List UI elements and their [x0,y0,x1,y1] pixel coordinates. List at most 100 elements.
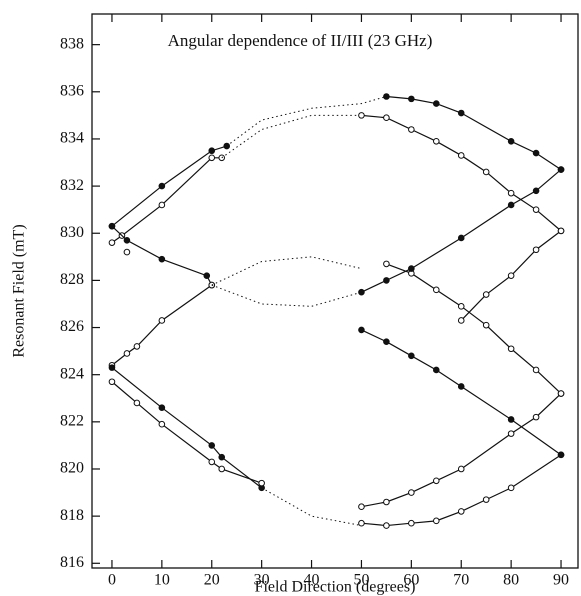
x-tick-label: 80 [503,572,519,589]
data-point [507,430,515,437]
series-line [111,367,263,489]
data-point [507,416,515,423]
data-point [408,489,415,496]
x-tick-label: 40 [304,572,320,589]
data-point [108,364,116,371]
x-tick-label: 70 [453,572,469,589]
data-point [158,255,166,263]
data-point [507,484,515,492]
data-point [158,182,166,190]
data-point [482,291,490,298]
series-line [111,225,213,286]
x-tick-label: 50 [353,572,369,589]
data-point [383,522,390,529]
data-point [108,378,116,386]
y-tick-label: 824 [60,365,84,382]
series-line [361,169,562,293]
data-point [557,390,565,397]
series-line [361,393,562,508]
y-tick-label: 830 [60,224,84,241]
data-point [383,260,390,268]
data-point [123,248,131,256]
plot-frame [91,13,579,569]
data-point [457,465,465,473]
data-point [532,413,540,421]
data-point [408,95,415,103]
data-point [457,234,465,242]
data-point [482,496,490,503]
series-line [361,454,562,527]
data-point [383,277,390,284]
y-tick-label: 820 [60,460,84,477]
data-point [258,479,265,487]
data-point [208,154,216,162]
data-point [507,138,515,145]
data-point [408,519,415,527]
data-point [532,246,540,254]
data-point [383,498,390,506]
y-tick-label: 822 [60,413,84,430]
data-point [358,519,365,527]
data-point [507,201,515,209]
x-axis-label: Field Direction (degrees) [255,579,416,596]
series-line [361,329,562,456]
data-point [208,458,216,466]
data-point [432,100,440,107]
series-line [111,157,222,244]
data-point [108,239,116,246]
data-point [208,147,216,155]
y-tick-label: 836 [60,82,84,99]
data-point [358,112,365,119]
series-line [386,263,562,394]
series-line [361,114,562,232]
data-point [532,149,540,157]
data-point [457,317,465,324]
series-line [211,256,362,286]
data-point [482,321,490,329]
y-tick-label: 834 [60,130,84,147]
data-point [432,138,440,145]
data-point [557,451,565,459]
data-point [457,303,465,310]
data-point [457,508,465,515]
y-tick-label: 818 [60,507,84,524]
data-point [123,350,131,357]
data-point [158,404,166,411]
data-point [123,237,131,244]
data-point [482,168,490,176]
data-point [408,352,415,360]
y-tick-label: 832 [60,177,84,194]
data-point [218,465,226,473]
data-point [532,366,540,374]
data-point [218,453,226,461]
y-tick-label: 826 [60,318,84,335]
data-point [158,201,166,209]
data-point [532,187,540,195]
data-point [133,343,141,350]
x-tick-label: 0 [108,572,116,589]
data-point [457,383,465,390]
data-point [507,345,515,353]
data-point [432,286,440,294]
series-line [221,114,362,159]
data-point [358,326,365,334]
data-point [158,317,166,324]
data-point [432,366,440,374]
y-tick-label: 838 [60,35,84,52]
data-point [532,206,540,213]
data-point [507,272,515,279]
series-line [111,145,227,227]
data-point [557,166,565,173]
y-tick-label: 816 [60,554,84,571]
data-point [457,109,465,117]
series-line [226,96,387,147]
data-point [557,227,565,235]
chart-title: Angular dependence of II/III (23 GHz) [168,31,433,50]
data-point [208,281,216,289]
x-tick-label: 90 [553,572,569,589]
series-line [211,284,362,307]
x-tick-label: 20 [204,572,220,589]
data-point [383,114,390,122]
x-tick-label: 60 [403,572,419,589]
